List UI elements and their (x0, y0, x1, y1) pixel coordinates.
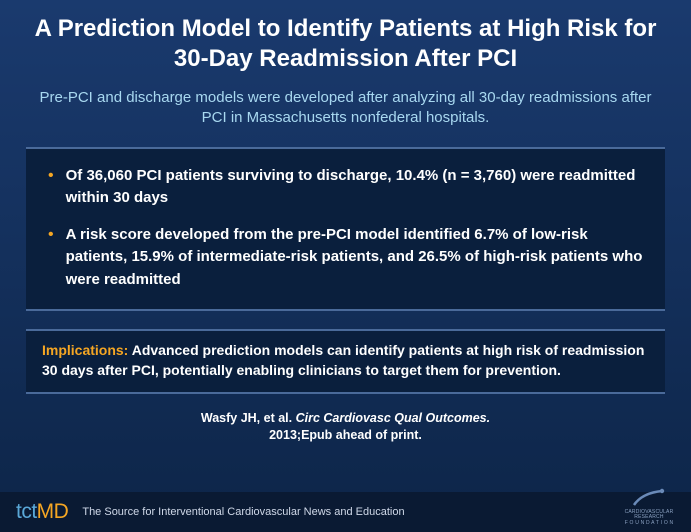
footer: tctMD The Source for Interventional Card… (0, 492, 691, 532)
citation-journal: Circ Cardiovasc Qual Outcomes. (296, 411, 491, 425)
footer-tagline: The Source for Interventional Cardiovasc… (82, 506, 404, 518)
citation-year: 2013;Epub ahead of print. (269, 428, 422, 442)
bullet-dot-icon: • (48, 167, 54, 185)
findings-box: • Of 36,060 PCI patients surviving to di… (26, 147, 665, 312)
logo-tct-part: tct (16, 500, 37, 523)
foundation-text-2: F O U N D A T I O N (625, 521, 674, 526)
foundation-logo: CARDIOVASCULAR RESEARCH F O U N D A T I … (621, 486, 677, 526)
implications-label: Implications: (42, 342, 128, 358)
implications-text: Advanced prediction models can identify … (42, 342, 644, 378)
citation-authors: Wasfy JH, et al. (201, 411, 296, 425)
logo-md-part: MD (37, 500, 69, 523)
bullet-text: Of 36,060 PCI patients surviving to disc… (66, 165, 643, 210)
foundation-text-1: CARDIOVASCULAR RESEARCH (621, 510, 677, 520)
bullet-item: • Of 36,060 PCI patients surviving to di… (48, 165, 643, 210)
tctmd-logo: tctMD (16, 500, 68, 524)
implications-box: Implications: Advanced prediction models… (26, 329, 665, 394)
citation: Wasfy JH, et al. Circ Cardiovasc Qual Ou… (26, 410, 665, 444)
bullet-dot-icon: • (48, 226, 54, 244)
slide-container: A Prediction Model to Identify Patients … (0, 0, 691, 532)
bullet-item: • A risk score developed from the pre-PC… (48, 224, 643, 292)
slide-subtitle: Pre-PCI and discharge models were develo… (26, 88, 665, 129)
slide-title: A Prediction Model to Identify Patients … (26, 14, 665, 74)
bullet-text: A risk score developed from the pre-PCI … (66, 224, 643, 292)
foundation-swoosh-icon (632, 487, 666, 509)
